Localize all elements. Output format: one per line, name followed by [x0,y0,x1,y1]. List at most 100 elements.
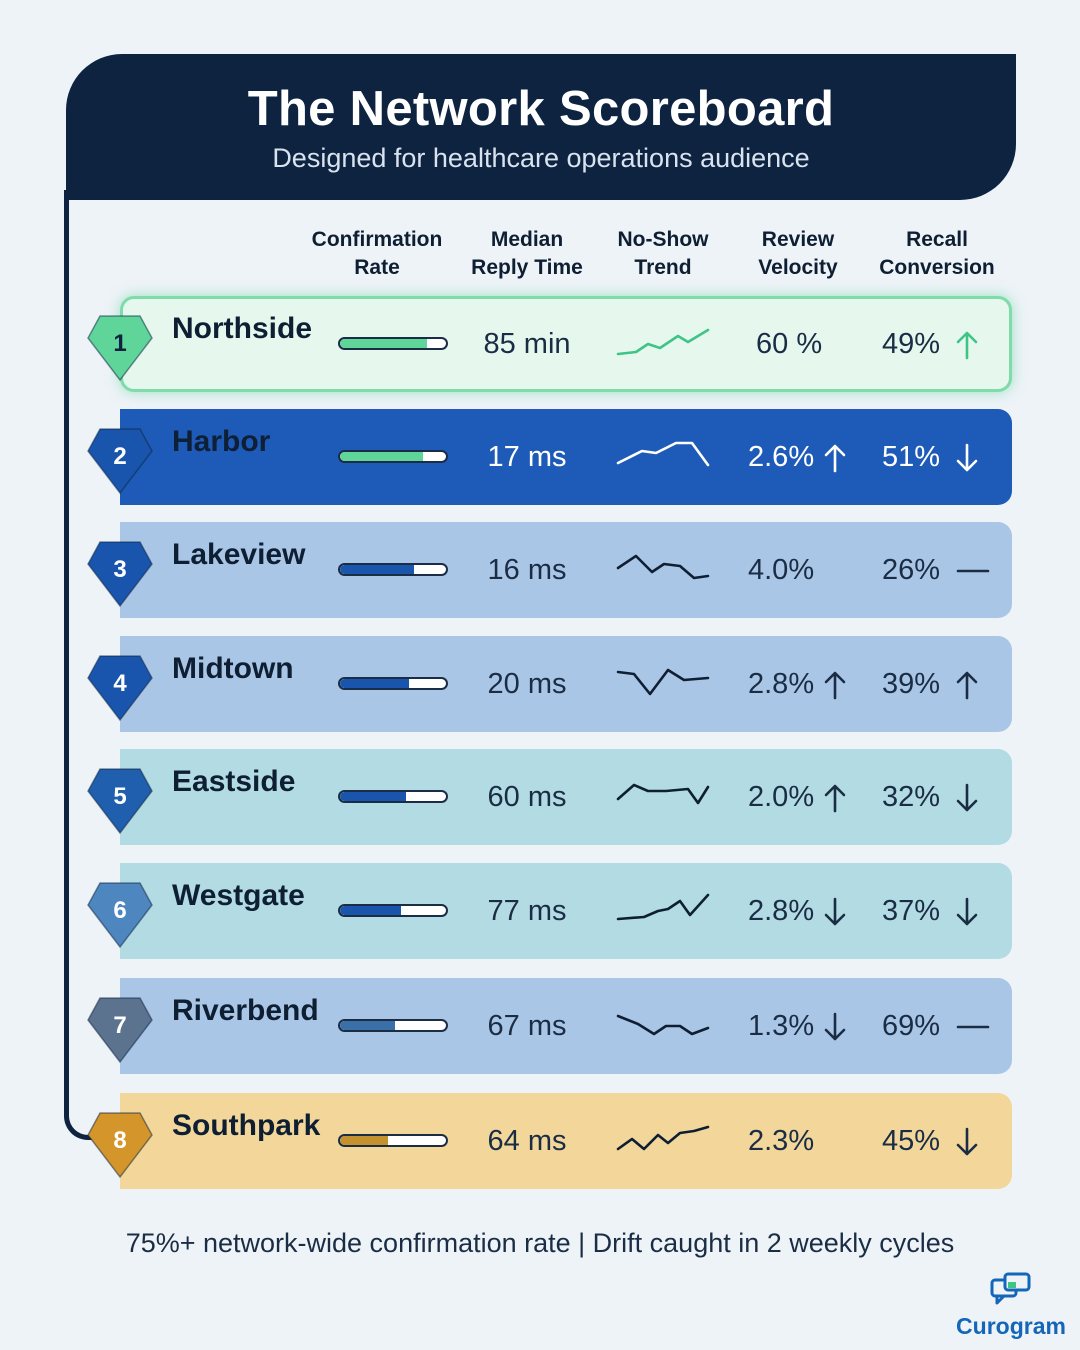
confirmation-rate-bar [338,904,448,917]
rank-number: 6 [113,897,127,924]
review-velocity: 2.8% [748,895,846,928]
table-row[interactable] [120,863,1012,959]
median-reply-time: 17 ms [487,441,567,473]
table-row[interactable] [120,409,1012,505]
rank-badge: 5 [86,757,154,837]
column-header-3: Review Velocity [758,226,837,282]
median-reply-time: 85 min [483,328,571,360]
median-reply-time: 16 ms [487,554,567,586]
confirmation-rate-fill [340,792,406,801]
rank-badge: 2 [86,417,154,497]
review-velocity-value: 60 % [756,328,823,360]
no-show-trend-sparkline [614,324,714,364]
recall-conversion: 39% [882,668,978,701]
column-header-line1: Recall [906,228,968,251]
trend-up-icon [824,671,846,699]
recall-conversion-value: 45% [882,1125,941,1157]
confirmation-rate-bar [338,337,448,350]
diamond-badge-icon [87,768,153,835]
diamond-badge-icon [87,997,153,1064]
review-velocity: 2.0% [748,781,846,814]
table-row[interactable] [120,749,1012,845]
location-name: Lakeview [172,538,306,571]
rank-badge: 6 [86,871,154,951]
confirmation-rate-bar [338,1134,448,1147]
confirmation-rate-fill [340,1136,388,1145]
median-reply-time: 64 ms [487,1125,567,1157]
table-row[interactable] [120,636,1012,732]
trend-flat-icon [956,1025,990,1028]
no-show-trend-sparkline [614,891,714,931]
confirmation-rate-fill [340,906,402,915]
recall-conversion-value: 26% [882,554,941,586]
chat-bubbles-icon [990,1272,1031,1305]
trend-up-icon [824,444,846,472]
rank-number: 4 [113,670,127,697]
column-header-line1: No-Show [617,228,709,251]
table-row[interactable] [120,1093,1012,1189]
no-show-trend-sparkline [614,437,714,477]
column-header-line2: Velocity [758,256,838,279]
no-show-trend-sparkline [614,664,714,704]
trend-up-icon [824,784,846,812]
review-velocity-value: 4.0% [748,554,815,586]
location-name: Northside [172,312,313,345]
recall-conversion: 45% [882,1125,978,1158]
confirmation-rate-fill [340,452,423,461]
rank-badge: 3 [86,530,154,610]
recall-conversion: 32% [882,781,978,814]
recall-conversion-value: 49% [882,328,941,360]
rank-badge: 4 [86,644,154,724]
recall-conversion-value: 69% [882,1010,941,1042]
review-velocity: 2.8% [748,668,846,701]
trend-down-icon [824,1012,846,1040]
logo-text: Curogram [956,1313,1066,1339]
location-name: Eastside [172,765,296,798]
rank-number: 8 [113,1127,127,1154]
trend-up-icon [956,671,978,699]
table-row[interactable] [120,978,1012,1074]
recall-conversion: 37% [882,895,978,928]
column-header-0: Confirmation Rate [312,226,443,282]
no-show-trend-sparkline [614,1006,714,1046]
diamond-badge-icon [87,882,153,949]
recall-conversion-value: 39% [882,668,941,700]
column-header-1: Median Reply Time [471,226,583,282]
review-velocity-value: 2.6% [748,441,815,473]
rank-badge: 7 [86,986,154,1066]
page-title: The Network Scoreboard [247,81,835,136]
location-name: Midtown [172,652,294,685]
rank-badge: 8 [86,1101,154,1181]
rank-number: 3 [113,556,127,583]
recall-conversion: 51% [882,441,978,474]
column-header-line1: Review [761,228,835,251]
table-row[interactable] [120,522,1012,618]
brand-logo: Curogram [952,1272,1070,1340]
column-header-line2: Reply Time [471,256,583,279]
recall-conversion: 69% [882,1010,990,1043]
trend-down-icon [824,897,846,925]
location-name: Southpark [172,1109,321,1142]
recall-conversion-value: 51% [882,441,941,473]
rank-number: 5 [113,783,127,810]
no-show-trend-sparkline [614,777,714,817]
recall-conversion-value: 32% [882,781,941,813]
diamond-badge-icon [87,428,153,495]
median-reply-time: 67 ms [487,1010,567,1042]
column-header-2: No-Show Trend [618,226,709,282]
column-header-4: Recall Conversion [879,226,995,282]
review-velocity: 2.3% [748,1125,814,1158]
rank-number: 2 [113,443,127,470]
trend-down-icon [956,1127,978,1155]
median-reply-time: 77 ms [487,895,567,927]
recall-conversion: 26% [882,554,990,587]
location-name: Riverbend [172,994,319,1027]
confirmation-rate-fill [340,339,427,348]
trend-down-icon [956,897,978,925]
table-row[interactable] [120,296,1012,392]
footer-summary: 75%+ network-wide confirmation rate | Dr… [125,1228,955,1258]
no-show-trend-sparkline [614,1121,714,1161]
review-velocity: 2.6% [748,441,846,474]
review-velocity-value: 2.0% [748,781,815,813]
review-velocity: 1.3% [748,1010,846,1043]
